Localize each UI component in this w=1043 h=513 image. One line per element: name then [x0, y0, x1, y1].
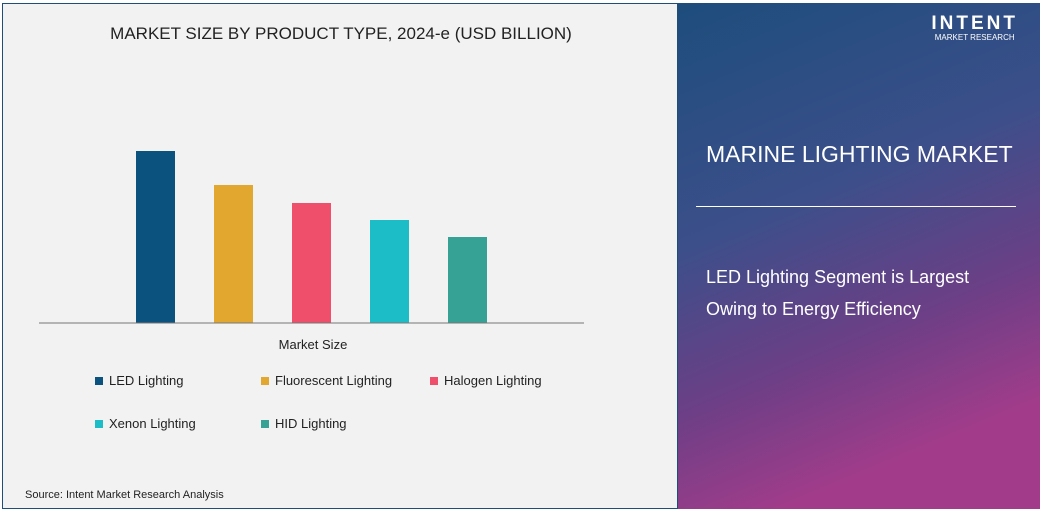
legend-label: Halogen Lighting — [444, 373, 542, 388]
legend-swatch — [430, 376, 438, 385]
chart-panel: MARKET SIZE BY PRODUCT TYPE, 2024-e (USD… — [2, 3, 678, 509]
legend-label: HID Lighting — [275, 416, 347, 431]
intent-logo: INTENT MARKET RESEARCH — [931, 13, 1018, 42]
legend-item: LED Lighting — [95, 373, 183, 388]
market-title: MARINE LIGHTING MARKET — [706, 141, 1013, 167]
panel-background — [678, 3, 1040, 509]
bar-led-lighting — [136, 151, 175, 323]
bar-hid-lighting — [448, 237, 487, 323]
x-category-label: Market Size — [278, 337, 348, 352]
bar-xenon-lighting — [370, 220, 409, 323]
source-note: Source: Intent Market Research Analysis — [25, 489, 224, 501]
legend-label: LED Lighting — [109, 373, 184, 388]
logo-sub: MARKET RESEARCH — [934, 33, 1015, 42]
legend-swatch — [95, 419, 103, 428]
legend-swatch — [95, 376, 103, 385]
chart-title: MARKET SIZE BY PRODUCT TYPE, 2024-e (USD… — [110, 24, 572, 43]
legend-label: Fluorescent Lighting — [275, 373, 393, 388]
logo-name: INTENT — [931, 13, 1018, 34]
bar-fluorescent-lighting — [214, 185, 253, 323]
info-panel: INTENT MARKET RESEARCH MARINE LIGHTING M… — [678, 3, 1040, 509]
legend-item: Xenon Lighting — [95, 416, 196, 431]
legend-item: HID Lighting — [261, 416, 347, 431]
legend-label: Xenon Lighting — [109, 416, 196, 431]
legend-swatch — [261, 419, 269, 428]
bar-chart — [39, 151, 584, 324]
market-subtitle: LED Lighting Segment is Largest Owing to… — [706, 267, 970, 319]
bar-halogen-lighting — [292, 203, 331, 323]
divider — [696, 206, 1016, 207]
legend-item: Halogen Lighting — [430, 373, 542, 388]
legend-item: Fluorescent Lighting — [261, 373, 392, 388]
legend-swatch — [261, 376, 269, 385]
